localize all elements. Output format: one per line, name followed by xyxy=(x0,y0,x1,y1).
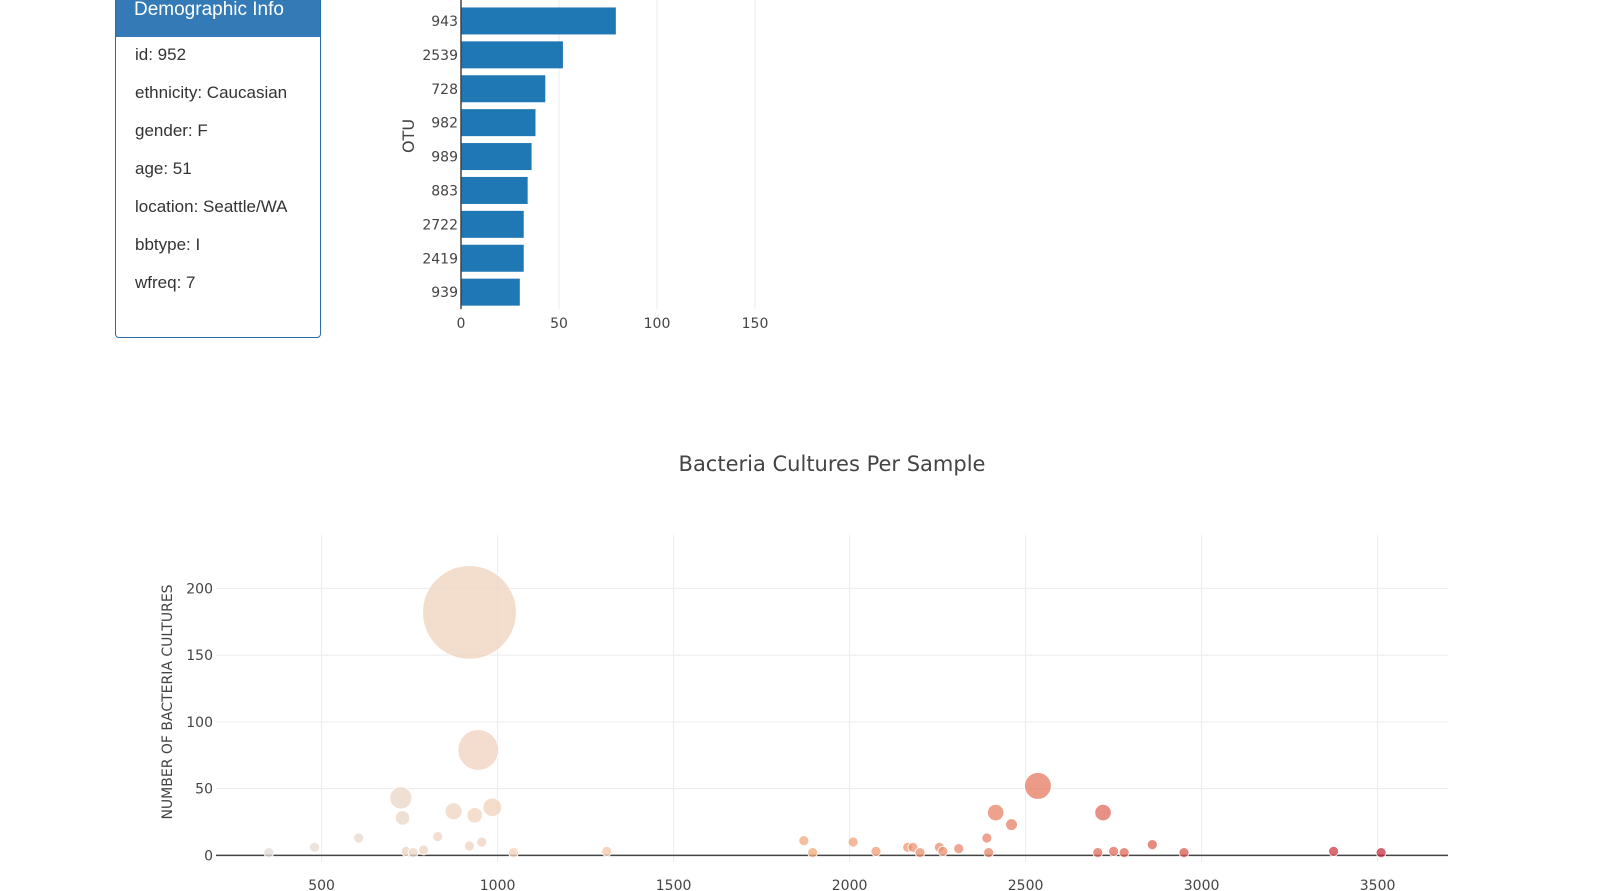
bar-y-tick-label: 2539 xyxy=(422,48,458,64)
bar xyxy=(461,109,536,137)
bubble-y-axis-label: NUMBER OF BACTERIA CULTURES xyxy=(160,584,176,819)
bubble-y-tick-label: 50 xyxy=(195,782,213,798)
bubble xyxy=(418,844,430,856)
bar xyxy=(461,278,520,306)
meta-wfreq: wfreq: 7 xyxy=(135,273,196,292)
bubble xyxy=(981,832,993,844)
bar-x-tick-label: 100 xyxy=(644,316,671,332)
bar-y-tick-label: 2419 xyxy=(422,251,458,267)
meta-ethnicity: ethnicity: Caucasian xyxy=(135,83,288,102)
bubble xyxy=(1328,845,1339,857)
meta-id: id: 952 xyxy=(135,45,187,64)
bubble xyxy=(353,832,364,844)
bubble xyxy=(987,803,1005,822)
bubble-x-tick-label: 1000 xyxy=(480,878,516,891)
bubble-x-tick-label: 500 xyxy=(308,878,335,891)
bubble-y-tick-label: 200 xyxy=(186,581,213,597)
bar-y-axis-label: OTU xyxy=(399,119,418,153)
bar xyxy=(461,176,528,204)
bar-y-tick-label: 982 xyxy=(431,116,458,132)
bubble xyxy=(953,843,965,855)
bubble xyxy=(464,840,475,852)
bubble-x-tick-label: 2000 xyxy=(832,878,868,891)
bubble xyxy=(444,802,463,821)
bar xyxy=(461,143,532,171)
bubble xyxy=(407,847,419,859)
bubble xyxy=(1024,772,1052,800)
bubble xyxy=(870,845,882,857)
bubble xyxy=(466,807,483,824)
bar xyxy=(461,75,546,103)
bubble xyxy=(1118,847,1130,859)
bubble xyxy=(309,841,320,853)
bar-y-tick-label: 939 xyxy=(431,285,458,301)
bubble xyxy=(422,565,517,660)
bubble xyxy=(432,831,444,843)
bubble xyxy=(1178,847,1190,859)
bubble xyxy=(457,729,499,771)
bar xyxy=(461,244,524,272)
bubble xyxy=(807,847,819,859)
bubble-x-tick-label: 3500 xyxy=(1360,878,1396,891)
bubble xyxy=(508,847,519,859)
bubble-x-tick-label: 1500 xyxy=(656,878,692,891)
bar xyxy=(461,41,563,69)
bar-y-tick-label: 883 xyxy=(431,183,458,199)
bubble xyxy=(263,847,275,859)
otu-bar-chart: 0 50 100 150 943 2539 728 982 989 883 2722 2419 939 O… xyxy=(399,0,769,332)
bubble xyxy=(914,847,926,859)
bubble xyxy=(798,835,810,847)
bar-y-tick-label: 728 xyxy=(431,82,458,98)
bar-y-tick-label: 943 xyxy=(431,14,458,30)
bubble xyxy=(1094,803,1112,822)
bar-x-tick-label: 150 xyxy=(742,316,769,332)
bubble-y-tick-label: 100 xyxy=(186,715,213,731)
panel-body: id: 952 ethnicity: Caucasian gender: F a… xyxy=(116,37,320,319)
bubble xyxy=(482,797,502,817)
bubble xyxy=(1005,818,1018,831)
bar-y-tick-label: 989 xyxy=(431,150,458,166)
bar-x-tick-label: 50 xyxy=(550,316,568,332)
demographic-info-panel: Demographic Info id: 952 ethnicity: Cauc… xyxy=(115,0,321,338)
bubble-chart-title: Bacteria Cultures Per Sample xyxy=(679,452,986,476)
bubble xyxy=(389,786,413,810)
bubble-y-tick-label: 0 xyxy=(204,848,213,864)
meta-bbtype: bbtype: I xyxy=(135,235,201,254)
bubble xyxy=(1375,847,1387,859)
bubble xyxy=(983,847,995,859)
bar-y-tick-label: 2722 xyxy=(422,217,458,233)
bubble xyxy=(847,836,859,848)
bar xyxy=(461,210,524,238)
bubble xyxy=(937,845,949,857)
bubble xyxy=(1108,845,1119,857)
bubble xyxy=(1146,839,1158,851)
bar-x-tick-label: 0 xyxy=(457,316,466,332)
meta-age: age: 51 xyxy=(135,159,192,178)
bubble xyxy=(476,836,488,848)
bubble xyxy=(394,810,411,826)
bubble-x-tick-label: 3000 xyxy=(1184,878,1220,891)
bubble-y-tick-label: 150 xyxy=(186,648,213,664)
meta-location: location: Seattle/WA xyxy=(135,197,288,216)
bubble xyxy=(601,845,613,857)
panel-title: Demographic Info xyxy=(116,0,320,37)
bubble-x-tick-label: 2500 xyxy=(1008,878,1044,891)
bubble xyxy=(1092,847,1104,859)
bar xyxy=(461,7,616,35)
meta-gender: gender: F xyxy=(135,121,208,140)
